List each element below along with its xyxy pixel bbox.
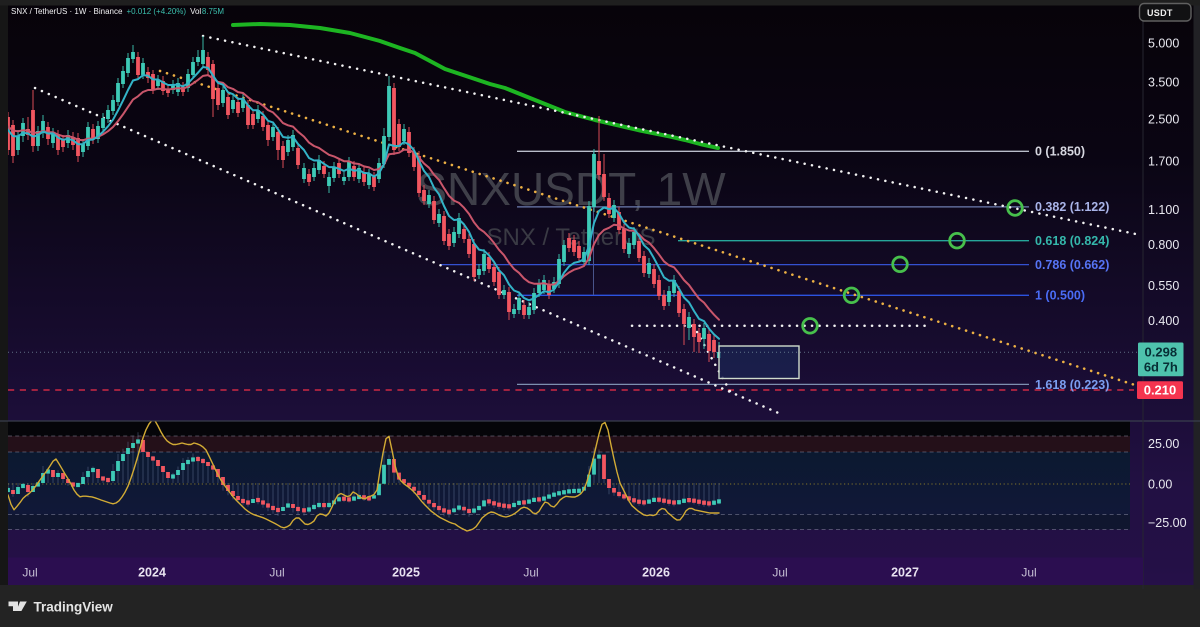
svg-text:Jul: Jul — [269, 566, 284, 580]
svg-text:2027: 2027 — [891, 566, 919, 580]
svg-text:0.00: 0.00 — [1148, 478, 1172, 492]
svg-text:0.618 (0.824): 0.618 (0.824) — [1035, 234, 1109, 248]
svg-text:6d 7h: 6d 7h — [1144, 360, 1178, 375]
svg-text:3.500: 3.500 — [1148, 76, 1179, 90]
svg-text:Jul: Jul — [1021, 566, 1036, 580]
svg-text:0.786 (0.662): 0.786 (0.662) — [1035, 258, 1109, 272]
svg-text:1.618 (0.223): 1.618 (0.223) — [1035, 378, 1109, 392]
svg-text:Jul: Jul — [22, 566, 37, 580]
svg-text:USDT: USDT — [1147, 8, 1173, 18]
svg-text:2025: 2025 — [392, 566, 420, 580]
svg-text:0 (1.850): 0 (1.850) — [1035, 145, 1085, 159]
svg-text:0.800: 0.800 — [1148, 238, 1179, 252]
svg-text:25.00: 25.00 — [1148, 437, 1179, 451]
svg-text:1.100: 1.100 — [1148, 203, 1179, 217]
svg-text:Jul: Jul — [772, 566, 787, 580]
svg-text:0.298: 0.298 — [1145, 345, 1178, 360]
svg-text:0.550: 0.550 — [1148, 279, 1179, 293]
svg-text:0.210: 0.210 — [1144, 383, 1177, 398]
svg-text:0.382 (1.122): 0.382 (1.122) — [1035, 200, 1109, 214]
svg-text:TradingView: TradingView — [34, 600, 114, 615]
svg-text:1 (0.500): 1 (0.500) — [1035, 289, 1085, 303]
svg-text:−25.00: −25.00 — [1148, 516, 1187, 530]
svg-text:2.500: 2.500 — [1148, 113, 1179, 127]
svg-text:0.400: 0.400 — [1148, 314, 1179, 328]
svg-text:5.000: 5.000 — [1148, 37, 1179, 51]
svg-text:2026: 2026 — [642, 566, 670, 580]
svg-text:2024: 2024 — [138, 566, 166, 580]
svg-text:1.700: 1.700 — [1148, 155, 1179, 169]
svg-text:Jul: Jul — [523, 566, 538, 580]
svg-text:SNX / TetherUS · 1W · Binance: SNX / TetherUS · 1W · Binance +0.012 (+4… — [11, 7, 224, 16]
